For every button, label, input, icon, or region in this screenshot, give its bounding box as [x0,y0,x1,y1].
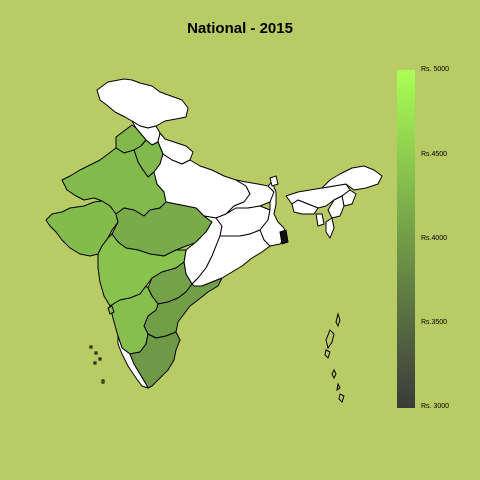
mizoram [325,217,335,239]
arunachal-pradesh [321,165,383,191]
meghalaya [291,199,319,215]
west-bengal [259,181,287,247]
jammu-kashmir [96,78,189,129]
manipur [327,195,345,219]
tripura [315,213,325,227]
lakshadweep-islands [89,345,105,384]
map-title: National - 2015 [187,20,293,37]
odisha [191,229,271,287]
legend-tick-4000: Rs.4000 [421,235,448,242]
legend-tick-5000: Rs. 5000 [421,66,450,73]
sundarbans-patch [279,229,289,245]
legend-tick-3000: Rs. 3000 [421,403,450,410]
tamil-nadu [129,331,181,389]
legend-tick-4500: Rs.4500 [421,151,448,158]
legend-color-bar [397,70,415,408]
goa [107,305,115,315]
sikkim [269,175,279,187]
legend-tick-3500: Rs.3500 [421,319,448,326]
andaman-nicobar-islands [324,312,345,403]
